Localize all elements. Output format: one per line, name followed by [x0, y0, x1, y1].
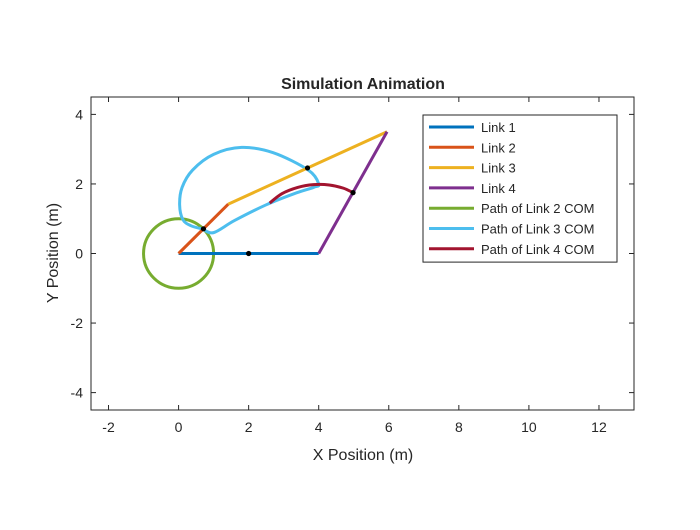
com-marker [350, 190, 356, 196]
legend-label: Path of Link 2 COM [481, 201, 594, 216]
plot-lines [142, 130, 389, 290]
x-tick-label: 8 [455, 419, 463, 435]
x-tick-label: 6 [385, 419, 393, 435]
legend-label: Link 1 [481, 120, 516, 135]
y-tick-label: -4 [71, 385, 84, 401]
legend-label: Link 3 [481, 161, 516, 176]
legend: Link 1 Link 2 Link 3 Link 4 Path of Link 2 C… [422, 114, 618, 263]
y-tick-label: 0 [75, 246, 83, 262]
y-tick-label: 4 [75, 106, 83, 122]
path-of-link-4-com-line [268, 182, 354, 205]
legend-label: Path of Link 4 COM [481, 242, 594, 257]
y-tick-label: 2 [75, 176, 83, 192]
com-marker [304, 165, 311, 171]
x-tick-label: 2 [245, 419, 253, 435]
path-of-link-3-com-line [178, 145, 321, 235]
plot-border [90, 96, 635, 411]
x-tick-label: -2 [102, 419, 115, 435]
y-axis-label: Y Position (m) [45, 203, 62, 303]
com-marker [246, 250, 252, 257]
chart-title: Simulation Animation [281, 76, 445, 93]
x-tick-label: 10 [521, 419, 537, 435]
x-axis-label: X Position (m) [313, 447, 413, 464]
legend-label: Link 4 [481, 181, 516, 196]
axis-ticks: -2 0 2 4 6 8 10 12 -4 -2 0 2 4 [71, 97, 634, 435]
x-tick-label: 12 [591, 419, 607, 435]
legend-label: Link 2 [481, 140, 516, 155]
legend-label: Path of Link 3 COM [481, 222, 594, 237]
y-tick-label: -2 [71, 315, 84, 331]
com-marker [200, 226, 207, 232]
x-tick-label: 4 [315, 419, 323, 435]
x-tick-label: 0 [175, 419, 183, 435]
